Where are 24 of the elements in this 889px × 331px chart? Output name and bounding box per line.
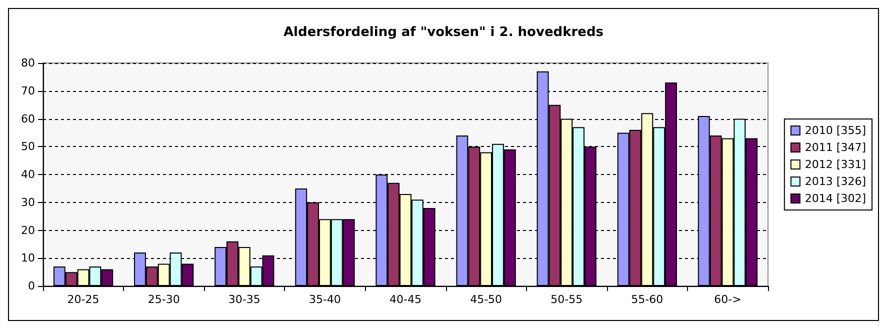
y-tick-label: 50 xyxy=(21,140,35,154)
legend-label: 2011 [347] xyxy=(804,141,866,154)
x-tick-label: 20-25 xyxy=(67,293,100,306)
y-tick-label: 40 xyxy=(21,168,35,181)
y-tick-label: 0 xyxy=(28,280,35,292)
y-tick-label: 10 xyxy=(21,252,35,265)
legend-label: 2012 [331] xyxy=(804,158,866,171)
x-tick-label: 35-40 xyxy=(308,293,341,306)
y-tick-label: 20 xyxy=(21,224,35,237)
y-tick-label: 60 xyxy=(21,112,35,126)
x-tick-label: 25-30 xyxy=(148,293,180,306)
x-tick-label: 55-60 xyxy=(631,293,664,306)
x-tick-label: 40-45 xyxy=(390,293,422,306)
y-tick-label: 80 xyxy=(21,56,35,70)
chart-title: Aldersfordeling af "voksen" i 2. hovedkreds xyxy=(284,25,604,40)
legend-label: 2013 [326] xyxy=(804,175,866,188)
x-tick-label: 45-50 xyxy=(470,293,502,306)
y-tick-label: 30 xyxy=(21,196,35,209)
y-tick-label: 70 xyxy=(21,84,35,98)
x-tick-label: 60-> xyxy=(714,293,742,306)
legend-label: 2010 [355] xyxy=(804,124,866,137)
x-tick-label: 50-55 xyxy=(550,293,583,306)
legend-label: 2014 [302] xyxy=(804,192,866,205)
x-tick-label: 30-35 xyxy=(228,293,260,306)
